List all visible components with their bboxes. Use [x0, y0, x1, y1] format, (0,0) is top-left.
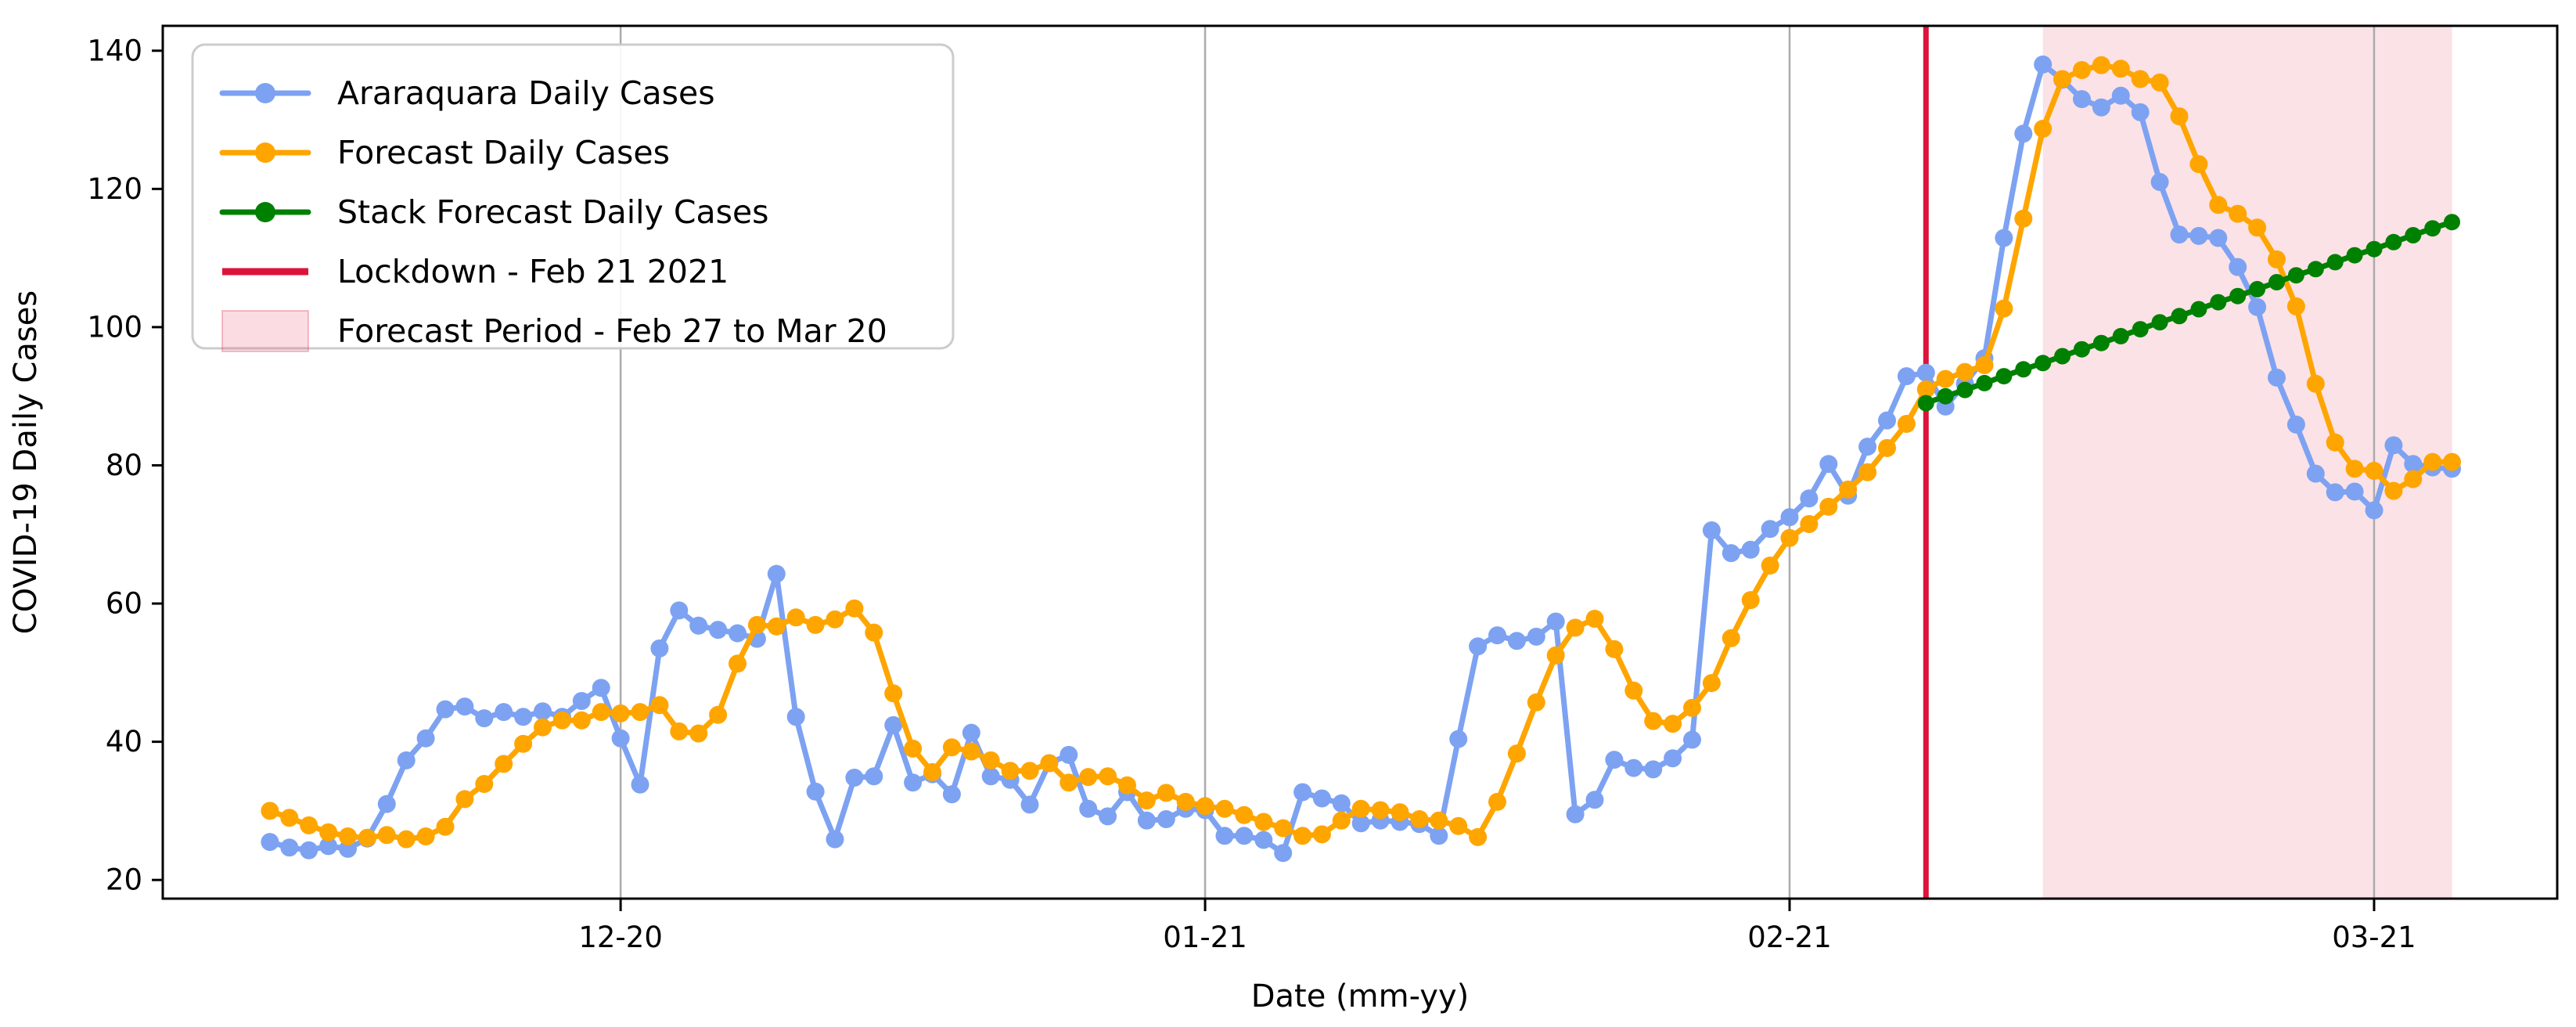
legend-item: Forecast Daily Cases — [219, 134, 670, 171]
legend-item: Stack Forecast Daily Cases — [219, 193, 769, 231]
x-tick-label: 12-20 — [578, 921, 663, 954]
x-tick-label: 01-21 — [1163, 921, 1247, 954]
y-tick-label: 60 — [106, 587, 142, 621]
legend-label: Forecast Period - Feb 27 to Mar 20 — [337, 312, 887, 350]
legend-item: Araraquara Daily Cases — [219, 74, 715, 112]
y-tick-label: 100 — [87, 310, 142, 344]
y-axis-label: COVID-19 Daily Cases — [8, 290, 44, 634]
legend-label: Araraquara Daily Cases — [337, 74, 715, 112]
x-tick-label: 03-21 — [2332, 921, 2416, 954]
y-tick-label: 20 — [106, 863, 142, 897]
plot-border — [161, 24, 2559, 900]
legend-item: Forecast Period - Feb 27 to Mar 20 — [221, 310, 887, 352]
forecast-series — [261, 56, 2461, 849]
legend-item: Lockdown - Feb 21 2021 — [222, 253, 729, 290]
legend: Araraquara Daily Cases Forecast Daily Cas… — [191, 43, 955, 352]
y-tick-label: 80 — [106, 449, 142, 482]
forecast-period-region — [2042, 26, 2452, 899]
legend-label: Stack Forecast Daily Cases — [337, 193, 769, 231]
y-tick-label: 140 — [87, 34, 142, 67]
axis-ticks: 20 40 60 80 100 120 140 12-20 01-21 02-21 03-21 — [87, 34, 2416, 954]
x-axis-label: Date (mm-yy) — [1251, 978, 1470, 1014]
stack-forecast-series — [1917, 214, 2460, 412]
x-tick-label: 02-21 — [1747, 921, 1832, 954]
araraquara-series — [261, 55, 2461, 863]
legend-label: Lockdown - Feb 21 2021 — [337, 253, 729, 290]
y-tick-label: 120 — [87, 172, 142, 206]
legend-label: Forecast Daily Cases — [337, 134, 670, 171]
y-tick-label: 40 — [106, 725, 142, 759]
